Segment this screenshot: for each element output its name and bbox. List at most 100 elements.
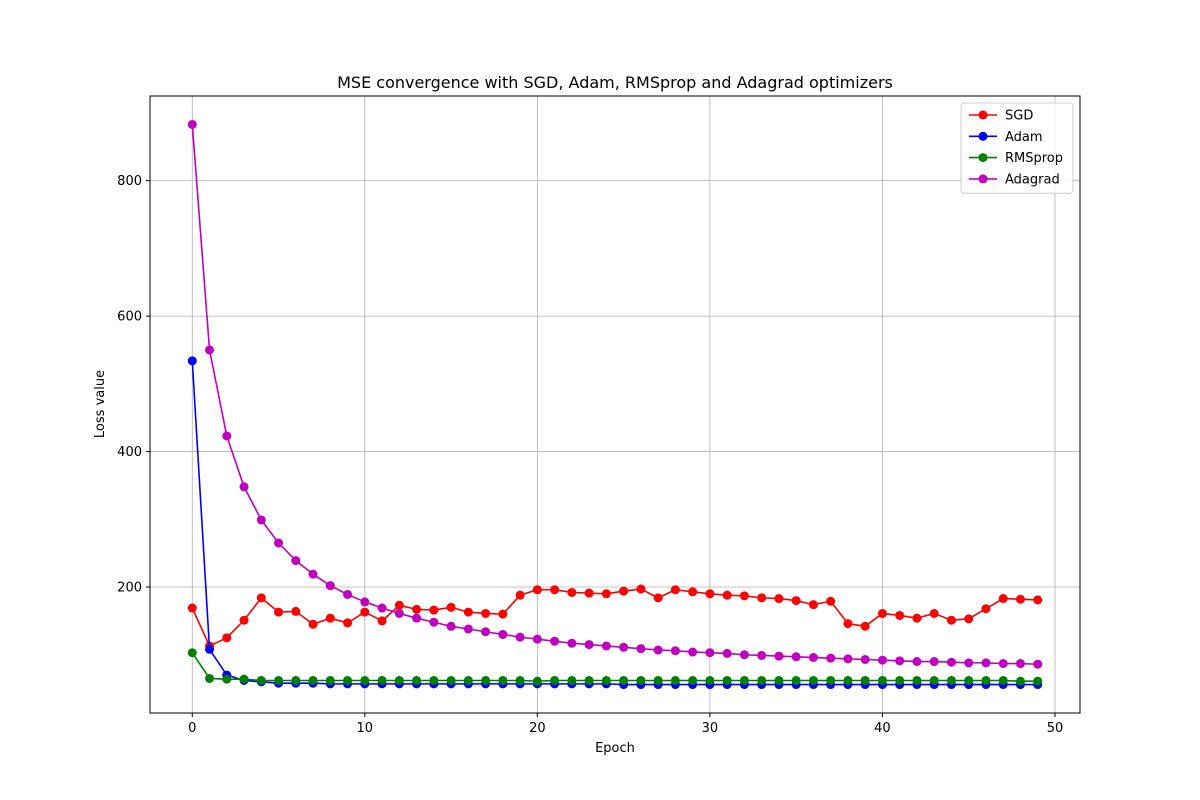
data-point-sgd xyxy=(412,604,422,614)
data-point-sgd xyxy=(394,600,404,610)
data-point-sgd xyxy=(360,607,370,617)
data-point-rmsprop xyxy=(601,675,611,685)
data-point-rmsprop xyxy=(343,675,353,685)
data-point-rmsprop xyxy=(808,675,818,685)
data-point-adagrad xyxy=(705,648,715,658)
data-point-adagrad xyxy=(877,655,887,665)
data-point-rmsprop xyxy=(774,675,784,685)
legend-swatch-marker xyxy=(978,131,988,141)
data-point-rmsprop xyxy=(325,675,335,685)
x-axis-label: Epoch xyxy=(595,741,635,756)
grid xyxy=(150,96,1080,713)
data-point-sgd xyxy=(946,615,956,625)
data-point-rmsprop xyxy=(757,675,767,685)
data-point-rmsprop xyxy=(826,675,836,685)
data-point-sgd xyxy=(808,600,818,610)
data-point-sgd xyxy=(912,613,922,623)
legend-label: RMSprop xyxy=(1005,151,1063,166)
data-point-sgd xyxy=(239,615,249,625)
series-sgd xyxy=(187,584,1043,651)
data-point-adagrad xyxy=(774,651,784,661)
data-point-rmsprop xyxy=(739,675,749,685)
y-tick-label: 200 xyxy=(117,581,142,596)
data-point-rmsprop xyxy=(256,675,266,685)
data-point-rmsprop xyxy=(446,675,456,685)
data-point-rmsprop xyxy=(688,675,698,685)
data-point-rmsprop xyxy=(670,675,680,685)
data-point-adagrad xyxy=(739,650,749,660)
data-point-rmsprop xyxy=(998,675,1008,685)
data-point-sgd xyxy=(1015,594,1025,604)
data-point-rmsprop xyxy=(187,648,197,658)
data-point-sgd xyxy=(929,608,939,618)
data-point-sgd xyxy=(377,616,387,626)
data-point-sgd xyxy=(291,606,301,616)
data-point-adagrad xyxy=(808,652,818,662)
data-point-rmsprop xyxy=(722,675,732,685)
x-tick-label: 50 xyxy=(1047,721,1064,736)
data-point-adam xyxy=(187,356,197,366)
data-point-sgd xyxy=(550,585,560,595)
data-point-adagrad xyxy=(670,646,680,656)
data-point-adagrad xyxy=(843,654,853,664)
data-point-sgd xyxy=(1033,595,1043,605)
legend-item-adam: Adam xyxy=(969,130,1043,145)
data-point-rmsprop xyxy=(705,675,715,685)
legend-label: SGD xyxy=(1005,109,1033,124)
data-point-adagrad xyxy=(981,658,991,668)
data-point-sgd xyxy=(791,596,801,606)
data-point-rmsprop xyxy=(653,675,663,685)
data-point-sgd xyxy=(567,587,577,597)
data-point-rmsprop xyxy=(463,675,473,685)
data-point-sgd xyxy=(688,587,698,597)
data-point-adagrad xyxy=(360,597,370,607)
data-point-sgd xyxy=(998,594,1008,604)
y-tick-label: 800 xyxy=(117,174,142,189)
data-point-rmsprop xyxy=(912,675,922,685)
data-point-rmsprop xyxy=(567,675,577,685)
data-point-sgd xyxy=(877,608,887,618)
data-point-rmsprop xyxy=(860,675,870,685)
data-point-sgd xyxy=(895,610,905,620)
data-point-sgd xyxy=(722,590,732,600)
data-point-adagrad xyxy=(1033,659,1043,669)
data-point-rmsprop xyxy=(1033,676,1043,686)
data-point-sgd xyxy=(256,593,266,603)
data-point-sgd xyxy=(498,609,508,619)
data-point-adagrad xyxy=(463,624,473,634)
data-point-rmsprop xyxy=(584,675,594,685)
data-point-adagrad xyxy=(532,634,542,644)
legend-swatch-marker xyxy=(978,110,988,120)
data-point-adagrad xyxy=(757,650,767,660)
data-point-adagrad xyxy=(205,345,215,355)
data-point-adagrad xyxy=(895,656,905,666)
legend-label: Adagrad xyxy=(1005,172,1060,187)
data-point-sgd xyxy=(325,613,335,623)
y-tick-label: 400 xyxy=(117,445,142,460)
legend-box xyxy=(960,102,1074,194)
data-point-rmsprop xyxy=(377,675,387,685)
data-point-sgd xyxy=(343,618,353,628)
data-point-rmsprop xyxy=(843,675,853,685)
data-point-adagrad xyxy=(826,653,836,663)
data-point-adagrad xyxy=(377,603,387,613)
data-point-adagrad xyxy=(860,655,870,664)
data-point-sgd xyxy=(429,605,439,615)
data-point-rmsprop xyxy=(532,676,542,686)
data-point-rmsprop xyxy=(877,675,887,685)
x-tick-label: 30 xyxy=(702,721,719,736)
data-point-adagrad xyxy=(601,641,611,651)
data-point-rmsprop xyxy=(274,675,284,685)
data-point-sgd xyxy=(843,619,853,629)
data-point-adagrad xyxy=(946,657,956,667)
data-point-adagrad xyxy=(929,657,939,667)
data-point-sgd xyxy=(532,585,542,595)
data-point-sgd xyxy=(601,589,611,599)
x-tick-label: 40 xyxy=(874,721,891,736)
data-point-adagrad xyxy=(446,621,456,631)
data-point-adagrad xyxy=(912,657,922,667)
x-tick-label: 20 xyxy=(529,721,546,736)
data-point-adagrad xyxy=(308,569,318,579)
data-point-adagrad xyxy=(187,119,197,129)
